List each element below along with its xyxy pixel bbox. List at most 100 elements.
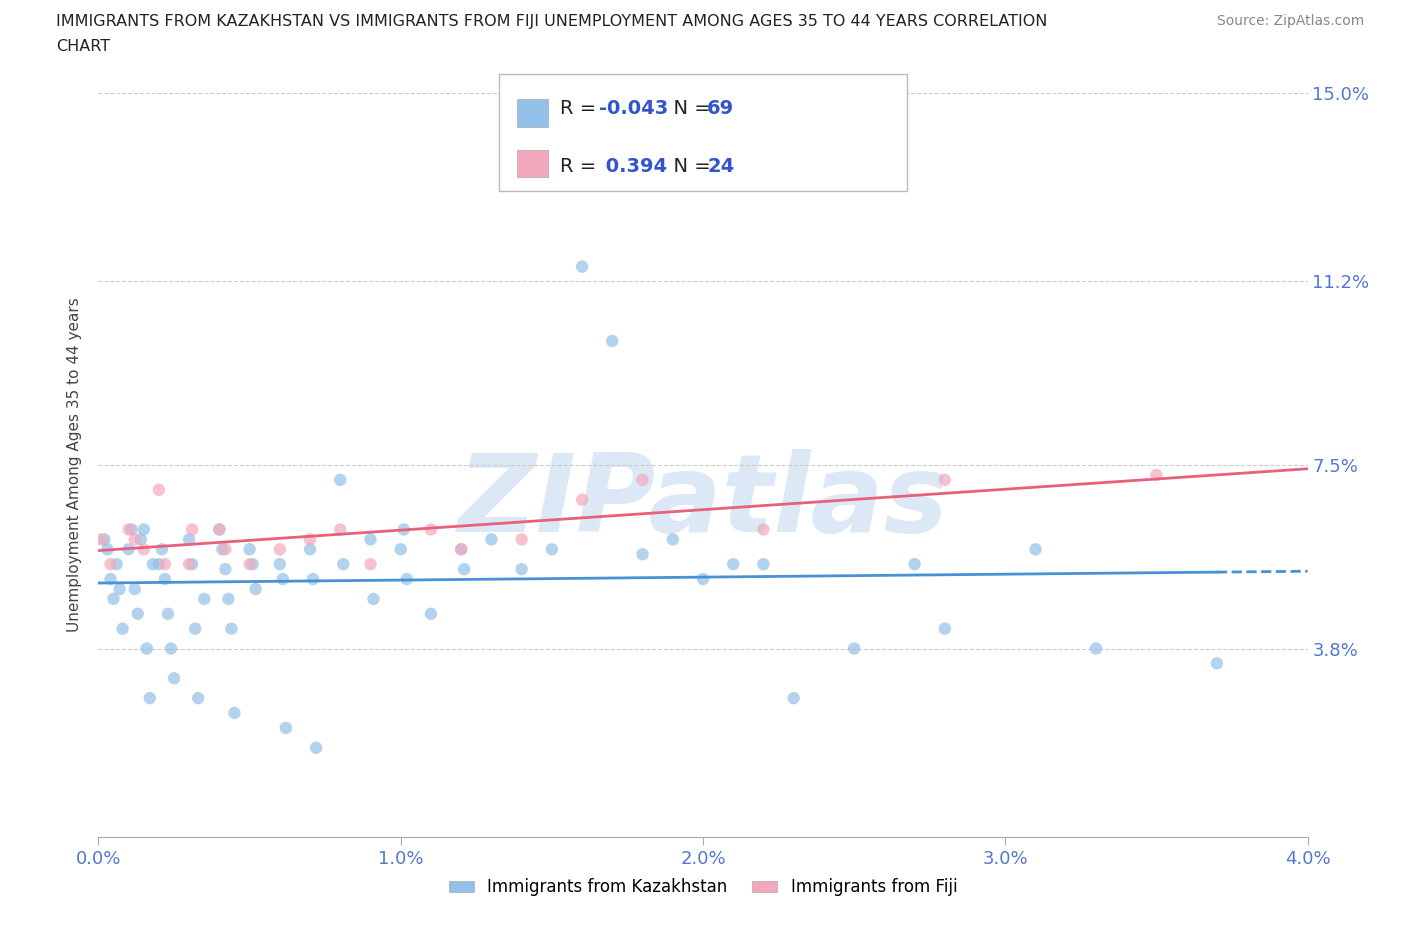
Point <box>139 691 162 706</box>
Text: 0.394: 0.394 <box>599 157 666 177</box>
Point <box>150 542 173 557</box>
Point <box>450 542 472 557</box>
Text: IMMIGRANTS FROM KAZAKHSTAN VS IMMIGRANTS FROM FIJI UNEMPLOYMENT AMONG AGES 35 TO: IMMIGRANTS FROM KAZAKHSTAN VS IMMIGRANTS… <box>56 14 1047 29</box>
Point <box>904 557 927 572</box>
Point <box>329 522 352 537</box>
Point <box>127 606 149 621</box>
Point <box>360 557 382 572</box>
Point <box>602 334 624 349</box>
Text: Source: ZipAtlas.com: Source: ZipAtlas.com <box>1216 14 1364 28</box>
Point <box>179 557 201 572</box>
Point <box>510 532 533 547</box>
Point <box>181 557 204 572</box>
Point <box>156 606 179 621</box>
Point <box>153 557 176 572</box>
Point <box>332 557 354 572</box>
Point <box>184 621 207 636</box>
Point <box>363 591 385 606</box>
Point <box>111 621 134 636</box>
Point <box>148 557 170 572</box>
Text: N =: N = <box>661 157 717 177</box>
Point <box>1025 542 1047 557</box>
Point <box>299 542 322 557</box>
Point <box>1146 468 1168 483</box>
Text: -0.043: -0.043 <box>599 100 668 118</box>
Point <box>420 522 443 537</box>
Point <box>692 572 714 587</box>
Point <box>299 532 322 547</box>
Point <box>631 547 654 562</box>
Point <box>752 522 775 537</box>
Text: CHART: CHART <box>56 39 110 54</box>
Point <box>844 641 866 656</box>
Point <box>245 581 267 596</box>
Legend: Immigrants from Kazakhstan, Immigrants from Fiji: Immigrants from Kazakhstan, Immigrants f… <box>441 871 965 903</box>
Point <box>242 557 264 572</box>
Point <box>571 259 593 274</box>
Point <box>124 581 146 596</box>
Text: N =: N = <box>661 100 717 118</box>
Point <box>103 591 125 606</box>
Point <box>239 557 262 572</box>
Point <box>105 557 128 572</box>
Point <box>100 572 122 587</box>
Point <box>211 542 233 557</box>
Point <box>221 621 243 636</box>
Point <box>395 572 418 587</box>
Text: R =: R = <box>560 100 602 118</box>
Point <box>224 706 246 721</box>
Point <box>193 591 215 606</box>
Point <box>481 532 503 547</box>
Point <box>453 562 475 577</box>
Point <box>118 542 141 557</box>
Point <box>208 522 231 537</box>
Y-axis label: Unemployment Among Ages 35 to 44 years: Unemployment Among Ages 35 to 44 years <box>67 298 83 632</box>
Point <box>217 591 239 606</box>
Point <box>540 542 562 557</box>
Point <box>181 522 204 537</box>
Point <box>93 532 115 547</box>
Point <box>100 557 122 572</box>
Point <box>96 542 118 557</box>
Point <box>160 641 183 656</box>
Point <box>135 641 157 656</box>
Point <box>934 472 956 487</box>
Point <box>1085 641 1108 656</box>
Text: R =: R = <box>560 157 602 177</box>
Point <box>239 542 262 557</box>
Point <box>269 542 291 557</box>
Point <box>142 557 165 572</box>
Text: 24: 24 <box>707 157 734 177</box>
Point <box>783 691 806 706</box>
Text: 69: 69 <box>707 100 734 118</box>
Point <box>269 557 291 572</box>
Point <box>163 671 186 685</box>
Point <box>121 522 143 537</box>
Point <box>723 557 745 572</box>
Point <box>179 532 201 547</box>
Point <box>752 557 775 572</box>
Point <box>118 522 141 537</box>
Point <box>571 492 593 507</box>
Point <box>329 472 352 487</box>
Text: ZIPatlas: ZIPatlas <box>457 449 949 555</box>
Point <box>631 472 654 487</box>
Point <box>108 581 131 596</box>
Point <box>274 721 297 736</box>
Point <box>129 532 152 547</box>
Point <box>271 572 294 587</box>
Point <box>132 522 155 537</box>
Point <box>302 572 325 587</box>
Point <box>90 532 112 547</box>
Point <box>153 572 176 587</box>
Point <box>208 522 231 537</box>
Point <box>124 532 146 547</box>
Point <box>187 691 209 706</box>
Point <box>420 606 443 621</box>
Point <box>132 542 155 557</box>
Point <box>214 542 236 557</box>
Point <box>510 562 533 577</box>
Point <box>214 562 236 577</box>
Point <box>148 483 170 498</box>
Point <box>389 542 412 557</box>
